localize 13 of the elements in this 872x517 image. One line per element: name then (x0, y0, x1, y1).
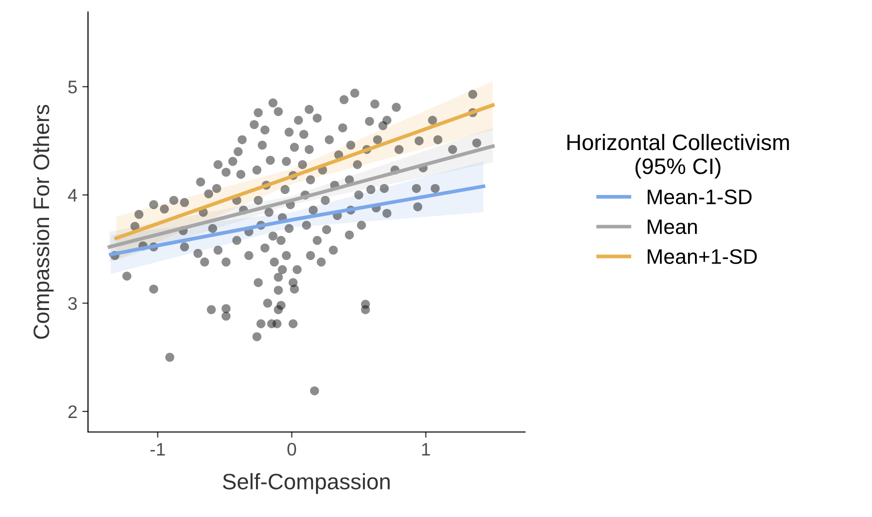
legend-title: Horizontal Collectivism (95% CI) (567, 134, 789, 179)
legend-label: Mean (648, 220, 697, 234)
y-tick-label: 5 (68, 80, 77, 94)
x-tick-label: -1 (150, 443, 165, 456)
x-tick-label: 0 (287, 442, 296, 456)
legend-label: Mean+1-SD (648, 249, 757, 264)
y-tick-label: 3 (68, 297, 77, 310)
x-axis-title: Self-Compassion (222, 473, 390, 494)
y-axis-title: Compassion For Others (32, 104, 54, 339)
legend-label: Mean-1-SD (648, 190, 752, 204)
x-tick-label: 1 (422, 443, 430, 456)
y-tick-label: 4 (68, 189, 78, 202)
y-tick-label: 2 (68, 405, 77, 418)
